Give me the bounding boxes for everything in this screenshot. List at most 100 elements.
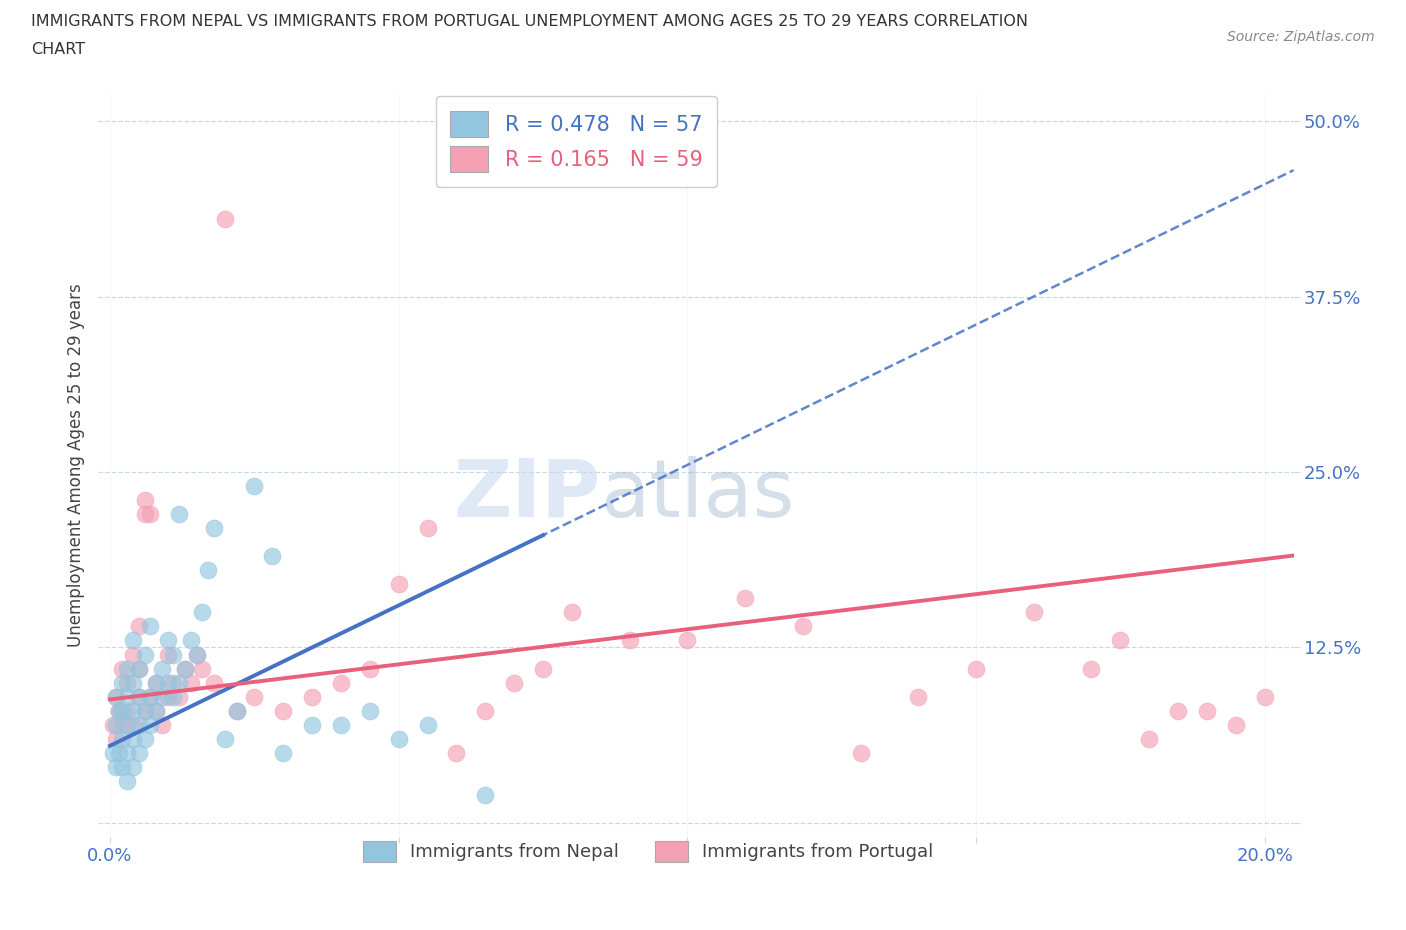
Point bbox=[416, 717, 439, 732]
Point bbox=[162, 647, 184, 662]
Point bbox=[117, 745, 139, 760]
Point bbox=[1225, 717, 1247, 732]
Point bbox=[104, 689, 127, 704]
Point bbox=[1022, 604, 1045, 619]
Point bbox=[107, 703, 129, 718]
Point bbox=[416, 521, 439, 536]
Point bbox=[104, 760, 127, 775]
Point bbox=[191, 604, 214, 619]
Point bbox=[503, 675, 526, 690]
Point bbox=[101, 717, 124, 732]
Point bbox=[446, 745, 468, 760]
Point bbox=[1080, 661, 1102, 676]
Point bbox=[301, 717, 323, 732]
Point bbox=[122, 717, 145, 732]
Point bbox=[174, 661, 197, 676]
Point bbox=[104, 731, 127, 746]
Point bbox=[226, 703, 249, 718]
Point bbox=[101, 745, 124, 760]
Point bbox=[162, 675, 184, 690]
Point bbox=[1253, 689, 1275, 704]
Point bbox=[1167, 703, 1189, 718]
Point bbox=[167, 507, 190, 522]
Point bbox=[156, 647, 179, 662]
Point bbox=[167, 675, 190, 690]
Point bbox=[145, 675, 167, 690]
Point bbox=[128, 717, 150, 732]
Point bbox=[792, 619, 814, 634]
Point bbox=[128, 661, 150, 676]
Point bbox=[214, 731, 236, 746]
Point bbox=[134, 493, 156, 508]
Point bbox=[186, 647, 208, 662]
Point bbox=[202, 675, 225, 690]
Point bbox=[1137, 731, 1160, 746]
Point bbox=[104, 717, 127, 732]
Point bbox=[619, 633, 641, 648]
Point bbox=[139, 619, 162, 634]
Point bbox=[561, 604, 583, 619]
Point bbox=[117, 675, 139, 690]
Point bbox=[139, 689, 162, 704]
Point bbox=[139, 689, 162, 704]
Point bbox=[214, 212, 236, 227]
Point bbox=[117, 717, 139, 732]
Point bbox=[122, 703, 145, 718]
Text: atlas: atlas bbox=[600, 456, 794, 534]
Point bbox=[134, 703, 156, 718]
Point bbox=[134, 647, 156, 662]
Point bbox=[202, 521, 225, 536]
Point bbox=[122, 647, 145, 662]
Point bbox=[191, 661, 214, 676]
Point bbox=[104, 689, 127, 704]
Point bbox=[117, 774, 139, 789]
Point bbox=[110, 661, 132, 676]
Point bbox=[128, 619, 150, 634]
Point bbox=[162, 689, 184, 704]
Point bbox=[139, 717, 162, 732]
Point bbox=[145, 703, 167, 718]
Point bbox=[260, 549, 283, 564]
Point bbox=[197, 563, 219, 578]
Point bbox=[134, 507, 156, 522]
Point bbox=[150, 689, 173, 704]
Point bbox=[186, 647, 208, 662]
Point bbox=[150, 717, 173, 732]
Point bbox=[1109, 633, 1132, 648]
Point bbox=[117, 703, 139, 718]
Point bbox=[107, 703, 129, 718]
Text: CHART: CHART bbox=[31, 42, 84, 57]
Y-axis label: Unemployment Among Ages 25 to 29 years: Unemployment Among Ages 25 to 29 years bbox=[66, 283, 84, 647]
Point bbox=[156, 689, 179, 704]
Point bbox=[301, 689, 323, 704]
Text: Source: ZipAtlas.com: Source: ZipAtlas.com bbox=[1227, 30, 1375, 44]
Point bbox=[134, 731, 156, 746]
Point bbox=[271, 745, 294, 760]
Point bbox=[139, 507, 162, 522]
Point bbox=[531, 661, 554, 676]
Point bbox=[388, 577, 411, 591]
Point bbox=[734, 591, 756, 605]
Point bbox=[167, 689, 190, 704]
Point bbox=[271, 703, 294, 718]
Point bbox=[359, 661, 381, 676]
Point bbox=[474, 788, 496, 803]
Point bbox=[388, 731, 411, 746]
Text: IMMIGRANTS FROM NEPAL VS IMMIGRANTS FROM PORTUGAL UNEMPLOYMENT AMONG AGES 25 TO : IMMIGRANTS FROM NEPAL VS IMMIGRANTS FROM… bbox=[31, 14, 1028, 29]
Point bbox=[110, 675, 132, 690]
Point bbox=[329, 717, 352, 732]
Legend: Immigrants from Nepal, Immigrants from Portugal: Immigrants from Nepal, Immigrants from P… bbox=[356, 833, 941, 869]
Point bbox=[117, 689, 139, 704]
Point bbox=[122, 633, 145, 648]
Point bbox=[117, 661, 139, 676]
Point bbox=[226, 703, 249, 718]
Point bbox=[180, 633, 202, 648]
Point bbox=[180, 675, 202, 690]
Point bbox=[110, 717, 132, 732]
Point bbox=[134, 703, 156, 718]
Point bbox=[145, 675, 167, 690]
Point bbox=[128, 689, 150, 704]
Point bbox=[1195, 703, 1218, 718]
Point bbox=[128, 745, 150, 760]
Point bbox=[243, 479, 266, 494]
